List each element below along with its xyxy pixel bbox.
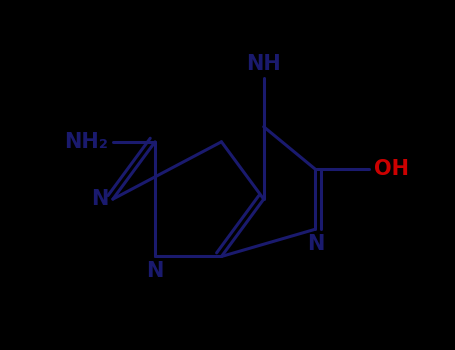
Text: N: N <box>147 261 164 281</box>
Text: N: N <box>308 234 325 254</box>
Text: OH: OH <box>374 159 409 179</box>
Text: NH₂: NH₂ <box>64 132 108 152</box>
Text: N: N <box>91 189 108 209</box>
Text: NH: NH <box>246 54 281 74</box>
